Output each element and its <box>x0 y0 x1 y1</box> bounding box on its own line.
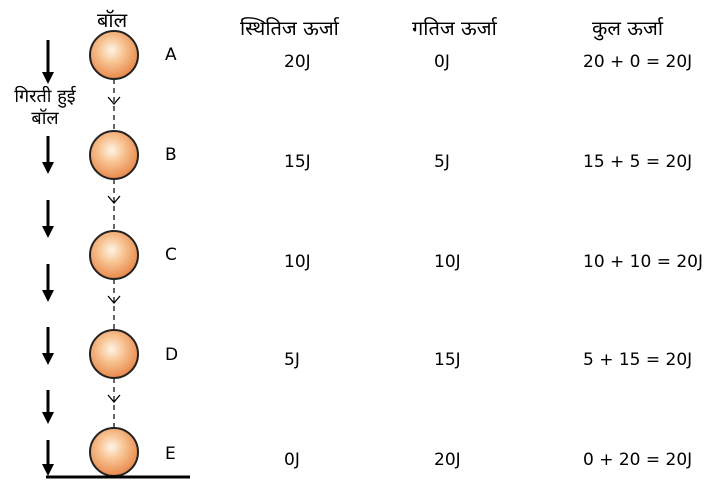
row-label: B <box>165 145 177 165</box>
arrow-down-icon <box>42 200 54 238</box>
row-label: E <box>165 444 176 464</box>
kinetic-value: 15J <box>434 350 461 370</box>
ball-d <box>89 329 139 379</box>
row-label: C <box>165 245 177 265</box>
header-kinetic-energy: गतिज ऊर्जा <box>412 16 497 40</box>
ball-e <box>89 427 139 477</box>
potential-value: 5J <box>284 350 300 370</box>
falling-ball-label-line1: गिरती हुई <box>14 86 76 107</box>
ball-a <box>89 30 139 80</box>
total-value: 10 + 10 = 20J <box>583 252 704 272</box>
kinetic-value: 10J <box>434 252 461 272</box>
header-ball: बॉल <box>97 8 128 32</box>
total-value: 20 + 0 = 20J <box>583 52 693 72</box>
row-label: A <box>165 45 177 65</box>
arrow-down-icon <box>42 264 54 302</box>
total-value: 0 + 20 = 20J <box>583 450 693 470</box>
arrow-down-icon <box>42 390 54 424</box>
arrow-down-icon <box>42 136 54 174</box>
kinetic-value: 20J <box>434 450 461 470</box>
falling-ball-label: गिरती हुई बॉल <box>4 86 86 130</box>
kinetic-value: 5J <box>434 152 450 172</box>
ball-b <box>89 130 139 180</box>
arrow-down-icon <box>42 440 54 476</box>
potential-value: 15J <box>284 152 311 172</box>
potential-value: 0J <box>284 450 300 470</box>
header-potential-energy: स्थितिज ऊर्जा <box>240 16 339 40</box>
chevron-down-icon <box>107 394 121 403</box>
ball-c <box>89 230 139 280</box>
potential-value: 10J <box>284 252 311 272</box>
arrow-down-icon <box>42 40 54 84</box>
arrow-down-icon <box>42 327 54 365</box>
falling-arrows <box>42 40 54 476</box>
balls <box>89 30 139 477</box>
kinetic-value: 0J <box>434 52 450 72</box>
potential-value: 20J <box>284 52 311 72</box>
row-label: D <box>165 345 179 365</box>
header-total-energy: कुल ऊर्जा <box>592 16 663 40</box>
total-value: 5 + 15 = 20J <box>583 350 693 370</box>
falling-ball-label-line2: बॉल <box>31 108 59 129</box>
path-chevron-icons <box>107 96 121 403</box>
chevron-down-icon <box>107 96 121 105</box>
chevron-down-icon <box>107 195 121 204</box>
chevron-down-icon <box>107 295 121 304</box>
total-value: 15 + 5 = 20J <box>583 152 693 172</box>
